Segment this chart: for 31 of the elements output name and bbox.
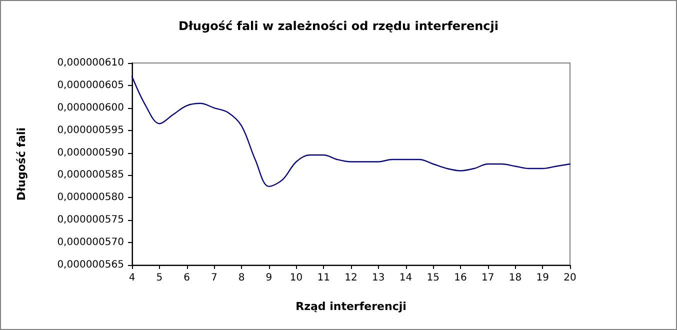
- y-tick-label: 0,000000570: [57, 237, 124, 248]
- y-tick-label: 0,000000575: [57, 214, 124, 226]
- y-tick-label: 0,000000610: [57, 58, 124, 68]
- y-axis-title: Długość fali: [15, 127, 28, 201]
- y-tick-label: 0,000000565: [57, 260, 124, 270]
- x-tick-label: 12: [344, 272, 358, 284]
- x-tick-label: 4: [128, 272, 136, 284]
- y-tick-label: 0,000000595: [57, 124, 124, 136]
- x-axis-title: Rząd interferencji: [296, 300, 406, 313]
- x-tick-label: 10: [290, 272, 303, 284]
- y-tick-label: 0,000000585: [57, 170, 124, 181]
- y-tick-label: 0,000000600: [57, 102, 124, 114]
- chart-title: Długość fali w zależności od rzędu interferencji: [178, 19, 498, 33]
- x-tick-label: 6: [184, 272, 190, 284]
- x-tick-label: 9: [266, 272, 272, 284]
- y-tick-label: 0,000000605: [57, 80, 124, 91]
- y-tick-label: 0,000000580: [57, 192, 124, 204]
- line-series: [131, 76, 571, 188]
- x-tick-label: 13: [372, 272, 385, 284]
- x-tick-label: 16: [454, 272, 467, 284]
- x-tick-label: 19: [536, 272, 549, 284]
- x-tick-label: 11: [317, 272, 330, 284]
- x-tick-label: 7: [210, 272, 218, 284]
- x-tick-label: 8: [238, 272, 245, 284]
- x-tick-label: 17: [482, 272, 494, 284]
- x-tick-label: 14: [399, 272, 412, 284]
- y-tick-label: 0,000000590: [57, 147, 124, 158]
- x-tick-label: 15: [426, 272, 440, 284]
- x-tick-label: 18: [508, 272, 522, 284]
- x-tick-label: 20: [564, 272, 576, 284]
- x-tick-label: 5: [156, 272, 163, 284]
